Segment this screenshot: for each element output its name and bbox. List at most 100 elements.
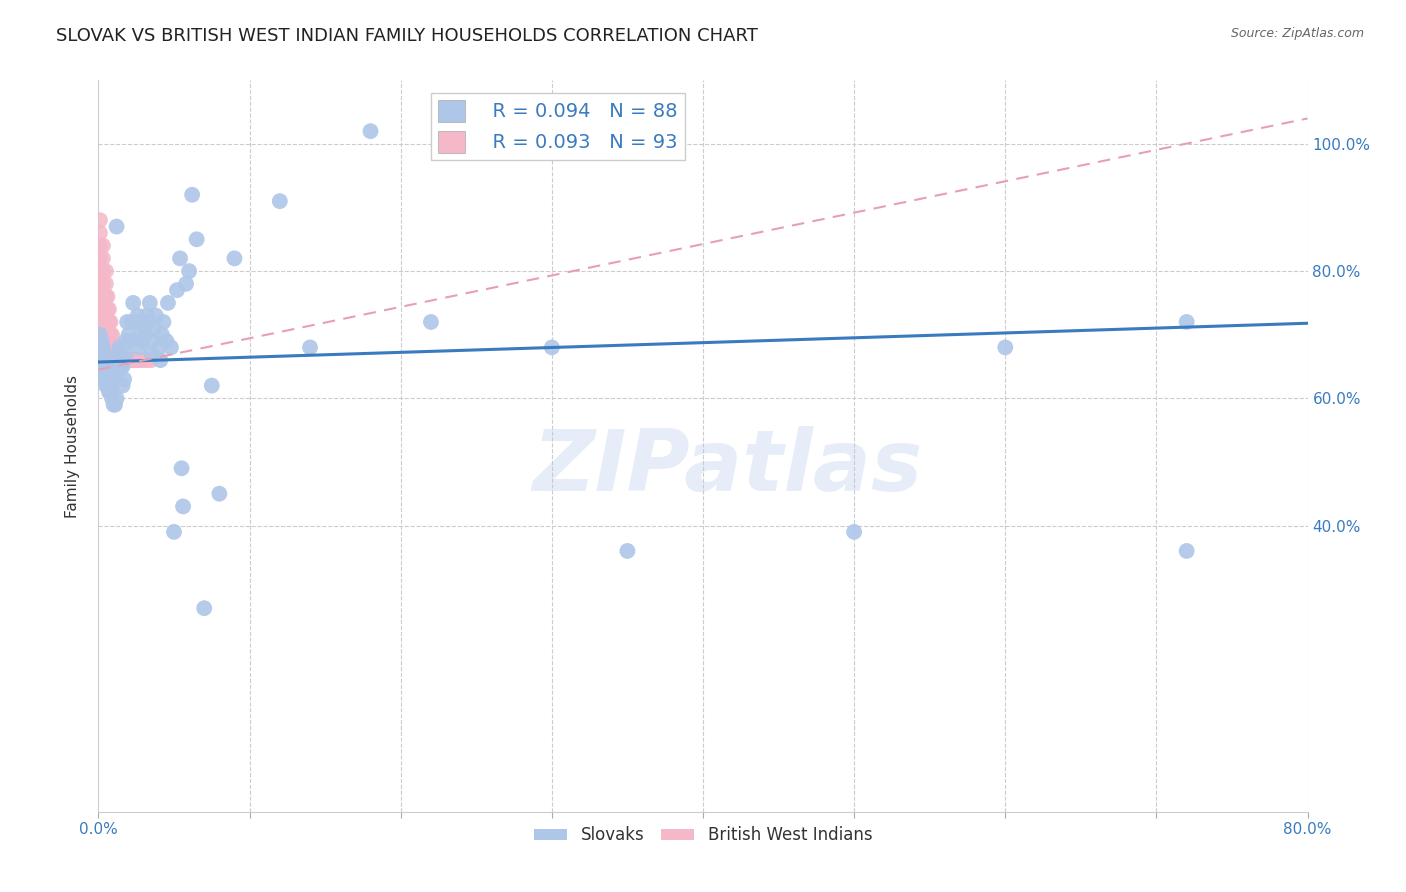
- Point: [1175, 315, 1198, 329]
- Point: [93, 353, 115, 368]
- Point: [98, 353, 121, 368]
- Point: [93, 366, 115, 380]
- Point: [91, 238, 114, 252]
- Point: [142, 334, 165, 348]
- Point: [91, 340, 114, 354]
- Point: [152, 315, 174, 329]
- Point: [94, 327, 117, 342]
- Point: [90, 334, 112, 348]
- Point: [87, 315, 110, 329]
- Point: [104, 398, 127, 412]
- Point: [98, 340, 121, 354]
- Y-axis label: Family Households: Family Households: [65, 375, 80, 517]
- Point: [299, 340, 322, 354]
- Point: [98, 384, 121, 399]
- Point: [96, 289, 118, 303]
- Point: [91, 264, 114, 278]
- Point: [91, 347, 114, 361]
- Point: [105, 366, 128, 380]
- Point: [110, 347, 132, 361]
- Point: [122, 353, 145, 368]
- Point: [87, 277, 110, 291]
- Point: [111, 353, 134, 368]
- Point: [96, 340, 118, 354]
- Point: [96, 353, 118, 368]
- Point: [148, 340, 170, 354]
- Point: [136, 315, 159, 329]
- Point: [420, 315, 443, 329]
- Point: [96, 327, 118, 342]
- Point: [87, 340, 110, 354]
- Point: [110, 353, 132, 368]
- Point: [94, 264, 117, 278]
- Point: [129, 327, 152, 342]
- Point: [89, 252, 111, 266]
- Point: [89, 340, 111, 354]
- Point: [87, 289, 110, 303]
- Point: [90, 264, 112, 278]
- Point: [90, 327, 112, 342]
- Point: [94, 378, 117, 392]
- Point: [94, 315, 117, 329]
- Point: [616, 544, 638, 558]
- Point: [98, 302, 121, 317]
- Point: [101, 327, 124, 342]
- Point: [91, 315, 114, 329]
- Point: [360, 124, 382, 138]
- Point: [118, 327, 141, 342]
- Point: [128, 340, 150, 354]
- Point: [89, 213, 111, 227]
- Point: [89, 340, 111, 354]
- Point: [114, 353, 136, 368]
- Point: [124, 353, 146, 368]
- Point: [90, 340, 112, 354]
- Point: [127, 309, 149, 323]
- Point: [93, 359, 115, 374]
- Point: [112, 353, 135, 368]
- Point: [135, 353, 157, 368]
- Point: [91, 366, 114, 380]
- Point: [127, 353, 149, 368]
- Point: [134, 327, 156, 342]
- Point: [115, 315, 138, 329]
- Point: [132, 315, 155, 329]
- Point: [111, 359, 134, 374]
- Point: [94, 302, 117, 317]
- Point: [105, 392, 128, 406]
- Point: [101, 392, 124, 406]
- Point: [118, 353, 141, 368]
- Point: [115, 353, 138, 368]
- Point: [181, 187, 204, 202]
- Point: [112, 372, 135, 386]
- Point: [103, 372, 125, 386]
- Point: [90, 340, 112, 354]
- Point: [90, 353, 112, 368]
- Point: [87, 264, 110, 278]
- Point: [169, 252, 191, 266]
- Point: [93, 315, 115, 329]
- Point: [105, 219, 128, 234]
- Point: [100, 340, 122, 354]
- Point: [111, 378, 134, 392]
- Legend: Slovaks, British West Indians: Slovaks, British West Indians: [527, 820, 879, 851]
- Point: [110, 359, 132, 374]
- Point: [172, 500, 194, 514]
- Point: [103, 353, 125, 368]
- Point: [89, 315, 111, 329]
- Point: [98, 327, 121, 342]
- Point: [93, 340, 115, 354]
- Point: [141, 353, 163, 368]
- Point: [89, 238, 111, 252]
- Point: [170, 461, 193, 475]
- Point: [100, 327, 122, 342]
- Point: [844, 524, 866, 539]
- Point: [994, 340, 1017, 354]
- Point: [98, 315, 121, 329]
- Point: [98, 372, 121, 386]
- Point: [139, 296, 162, 310]
- Point: [89, 327, 111, 342]
- Point: [87, 302, 110, 317]
- Point: [120, 353, 142, 368]
- Point: [90, 289, 112, 303]
- Point: [90, 353, 112, 368]
